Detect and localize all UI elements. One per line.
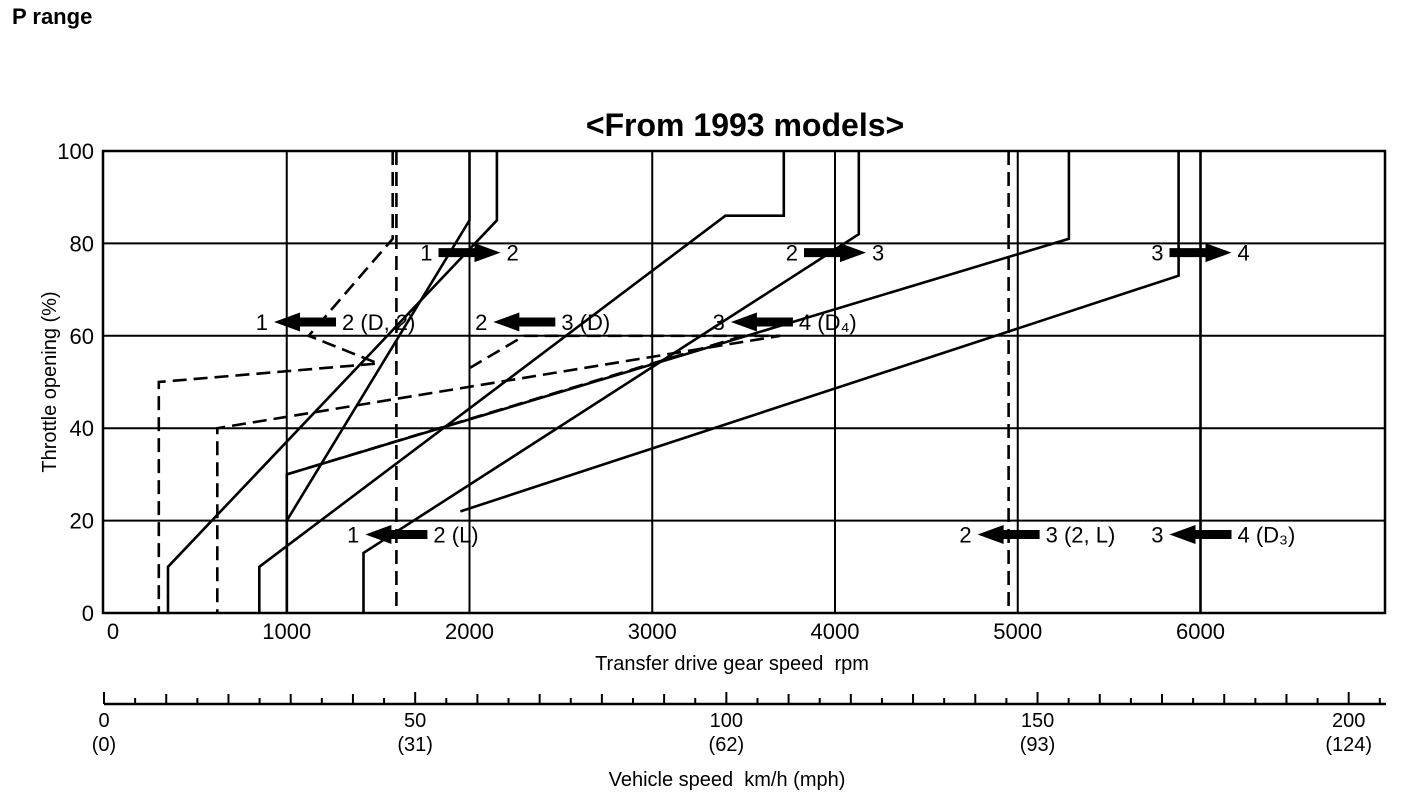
- shift-arrow: [438, 243, 501, 263]
- x-tick-label: 0: [107, 619, 119, 644]
- y-tick-label: 80: [70, 231, 94, 256]
- shift-arrow-to: 4 (D₃): [1238, 522, 1296, 547]
- speed-mph-label: (124): [1325, 734, 1372, 756]
- shift-arrow-to: 4 (D₄): [799, 310, 857, 335]
- page-title: P range: [12, 4, 93, 29]
- y-axis-label: Throttle opening (%): [39, 291, 61, 472]
- speed-mph-label: (62): [709, 734, 745, 756]
- y-tick-label: 60: [70, 324, 94, 349]
- x-tick-label: 6000: [1176, 619, 1225, 644]
- series-line: [157, 151, 395, 613]
- series-line: [216, 334, 781, 613]
- shift-arrow-from: 2: [959, 522, 971, 547]
- x-tick-labels: 0 1000 2000 3000 4000 5000 6000: [107, 619, 1225, 644]
- shift-arrow-to: 2 (D, 2): [342, 310, 415, 335]
- y-tick-label: 100: [57, 139, 94, 164]
- x-axis-label: Transfer drive gear speed rpm: [595, 653, 869, 675]
- grid: [101, 149, 1387, 615]
- speed-mph-label: (93): [1020, 734, 1056, 756]
- shift-arrow-to: 2: [507, 241, 519, 266]
- shift-arrow-from: 2: [475, 310, 487, 335]
- chart-title: <From 1993 models>: [586, 107, 904, 143]
- speed-mph-label: (31): [397, 734, 433, 756]
- y-tick-labels: 0 20 40 60 80 100: [57, 139, 94, 626]
- speed-kmh-label: 0: [98, 710, 109, 732]
- series-line: [459, 151, 1180, 513]
- series-line: [286, 334, 744, 476]
- shift-arrow-to: 4: [1238, 241, 1250, 266]
- y-tick-label: 20: [70, 509, 94, 534]
- shift-arrow: [1169, 524, 1232, 544]
- vehicle-speed-label: Vehicle speed km/h (mph): [609, 769, 846, 791]
- shift-arrow-from: 1: [347, 522, 359, 547]
- series-lines: [157, 151, 1202, 613]
- x-tick-label: 5000: [993, 619, 1042, 644]
- shift-arrow: [493, 312, 556, 332]
- y-tick-label: 40: [70, 416, 94, 441]
- shift-arrow-from: 3: [1151, 522, 1163, 547]
- shift-arrow: [977, 524, 1040, 544]
- shift-arrows: 1 2 2 3 3 4 1 2 (D, 2) 2 3 (D) 3 4 (D₄) 1 2 (L) 2 3 (2,…: [256, 241, 1296, 548]
- speed-kmh-label: 50: [404, 710, 426, 732]
- plot-frame: [101, 149, 1387, 615]
- shift-arrow-to: 3 (D): [561, 310, 610, 335]
- series-line: [166, 151, 499, 613]
- shift-arrow-to: 3: [872, 241, 884, 266]
- shift-arrow-from: 3: [713, 310, 725, 335]
- x-tick-label: 2000: [445, 619, 494, 644]
- x-tick-label: 1000: [262, 619, 311, 644]
- shift-arrow: [365, 524, 428, 544]
- shift-arrow: [1169, 243, 1232, 263]
- series-line: [257, 151, 786, 613]
- shift-arrow-from: 1: [256, 310, 268, 335]
- shift-arrow: [730, 312, 793, 332]
- speed-kmh-label: 150: [1021, 710, 1054, 732]
- y-tick-label: 0: [82, 601, 94, 626]
- speed-kmh-label: 100: [710, 710, 743, 732]
- shift-arrow-from: 3: [1151, 241, 1163, 266]
- shift-arrow: [804, 243, 866, 263]
- shift-arrow-to: 2 (L): [433, 522, 478, 547]
- shift-arrow-to: 3 (2, L): [1046, 522, 1116, 547]
- series-line: [362, 151, 861, 613]
- series-line: [285, 151, 1071, 613]
- x-tick-label: 4000: [811, 619, 860, 644]
- speed-kmh-label: 200: [1332, 710, 1365, 732]
- vehicle-speed-axis: 0(0) 50(31) 100(62) 150(93) 200(124): [92, 692, 1386, 756]
- shift-arrow-from: 2: [786, 241, 798, 266]
- shift-arrow: [274, 312, 337, 332]
- x-tick-label: 3000: [628, 619, 677, 644]
- shift-arrow-from: 1: [420, 241, 432, 266]
- speed-mph-label: (0): [92, 734, 116, 756]
